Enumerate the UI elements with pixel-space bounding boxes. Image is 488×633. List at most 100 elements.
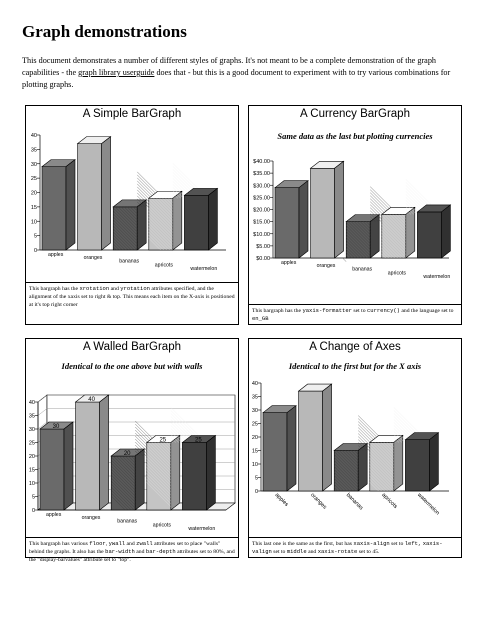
y-tick-label: $10.00 bbox=[253, 232, 270, 238]
caption-text: and bbox=[306, 549, 318, 555]
bar-hatch bbox=[111, 486, 135, 511]
bar-hatch bbox=[346, 240, 364, 259]
bar-hatch bbox=[148, 223, 173, 248]
bar-hatch bbox=[346, 225, 371, 250]
bar-hatch bbox=[148, 229, 170, 251]
bar-hatch bbox=[381, 248, 392, 259]
bar-hatch bbox=[381, 245, 395, 259]
bar-hatch bbox=[334, 454, 359, 479]
bar-hatch bbox=[369, 476, 385, 492]
bar-hatch bbox=[381, 242, 398, 259]
bar-hatch bbox=[354, 450, 359, 455]
bar-hatch bbox=[115, 206, 138, 229]
caption-text: attributes specified, and the alignment … bbox=[29, 286, 235, 308]
bar-hatch bbox=[113, 231, 132, 251]
caption-text: set to 45. bbox=[357, 549, 380, 555]
bar-hatch bbox=[146, 473, 171, 498]
y-tick-label: 30 bbox=[31, 162, 37, 168]
bar-hatch bbox=[113, 455, 136, 479]
y-tick-label: 5 bbox=[32, 495, 35, 501]
walled-bargraph-chart: 0 5 10 15 20 25 30 35 40 30 apples 40 oranges 20 banan… bbox=[29, 394, 236, 532]
bar-hatch bbox=[374, 442, 394, 462]
y-tick-label: $30.00 bbox=[253, 183, 270, 189]
caption-code: zwall bbox=[136, 540, 153, 547]
x-tick-label: apricots bbox=[380, 492, 398, 510]
chart-panel-walled: A Walled BarGraph Identical to the one a… bbox=[25, 338, 239, 563]
bar-hatch bbox=[369, 458, 394, 483]
bar-hatch bbox=[111, 483, 136, 509]
bar-side bbox=[170, 434, 181, 511]
bar-hatch bbox=[170, 437, 176, 443]
bar-hatch bbox=[346, 222, 371, 247]
bar-hatch bbox=[377, 442, 394, 459]
chart-panel-axes: A Change of Axes Identical to the first … bbox=[248, 338, 462, 558]
bar-hatch bbox=[159, 198, 173, 212]
bar-hatch bbox=[395, 214, 406, 225]
bar-hatch bbox=[358, 442, 367, 451]
x-tick-label: watermelon bbox=[190, 266, 217, 272]
y-tick-label: 35 bbox=[29, 414, 35, 420]
bar-hatch bbox=[113, 207, 138, 232]
bar-hatch bbox=[146, 461, 171, 486]
bar-value-label: 25 bbox=[159, 438, 166, 444]
y-tick-label: 0 bbox=[255, 489, 258, 495]
bar-hatch bbox=[369, 449, 394, 474]
bar-hatch bbox=[148, 232, 167, 251]
bar-hatch bbox=[170, 434, 179, 443]
bar-hatch bbox=[405, 203, 417, 215]
bar-hatch bbox=[113, 243, 120, 251]
x-tick-label: bananas bbox=[119, 259, 139, 265]
bar-hatch bbox=[160, 442, 171, 453]
bar-hatch bbox=[111, 462, 136, 488]
y-tick-label: 15 bbox=[29, 468, 35, 474]
bar-hatch bbox=[113, 246, 117, 251]
y-tick-label: $25.00 bbox=[253, 195, 270, 201]
bar-side bbox=[136, 199, 147, 251]
bar-hatch bbox=[113, 237, 126, 251]
bar-hatch bbox=[370, 219, 373, 222]
caption-code: currency() bbox=[366, 307, 400, 314]
bar-hatch bbox=[148, 235, 164, 251]
bar-hatch bbox=[334, 490, 335, 492]
caption-code: middle bbox=[286, 548, 307, 555]
bar-hatch bbox=[111, 465, 136, 491]
bar-hatch bbox=[358, 445, 364, 451]
bar-side bbox=[63, 421, 74, 511]
y-tick-label: $0.00 bbox=[256, 256, 270, 262]
bar-side bbox=[334, 160, 344, 259]
bar-side bbox=[134, 448, 145, 511]
caption-code: bar-width bbox=[105, 548, 135, 555]
bar-hatch bbox=[369, 443, 394, 468]
bar-hatch bbox=[113, 222, 138, 247]
bar-hatch bbox=[363, 221, 371, 229]
bar-hatch bbox=[111, 459, 136, 485]
bar-front bbox=[310, 167, 335, 259]
bar-side bbox=[286, 405, 297, 492]
bar-hatch bbox=[366, 221, 371, 226]
bar-hatch bbox=[369, 470, 391, 492]
userguide-link[interactable]: graph library userguide bbox=[78, 68, 155, 77]
bar-hatch bbox=[111, 492, 129, 511]
y-tick-label: 5 bbox=[34, 234, 37, 240]
bar-side bbox=[298, 180, 309, 259]
bar-hatch bbox=[113, 228, 135, 251]
caption-text: This bargraph has the bbox=[29, 286, 80, 292]
bar-hatch bbox=[351, 221, 371, 241]
x-tick-label: oranges bbox=[84, 255, 103, 261]
bar-hatch bbox=[169, 442, 171, 444]
y-tick-label: $35.00 bbox=[253, 171, 270, 177]
bar-hatch bbox=[346, 228, 371, 253]
intro-text: This document demonstrates a number of d… bbox=[22, 56, 437, 77]
y-tick-label: 30 bbox=[29, 427, 35, 433]
bar-hatch bbox=[146, 464, 171, 489]
currency-bargraph-chart: $0.00 $5.00 $10.00 $15.00 $20.00 $25.00 $30.00… bbox=[253, 159, 452, 280]
bar-hatch bbox=[381, 224, 406, 249]
bar-hatch bbox=[125, 455, 136, 467]
bar-hatch bbox=[113, 213, 138, 238]
change-of-axes-chart: 0 5 10 15 20 25 30 35 40 apples oranges bananas apri… bbox=[252, 381, 449, 517]
bar-hatch bbox=[113, 219, 138, 244]
bar-hatch bbox=[334, 463, 359, 488]
caption-code: ywall bbox=[108, 540, 126, 547]
bar-hatch bbox=[136, 206, 138, 208]
bar-hatch bbox=[383, 214, 406, 237]
